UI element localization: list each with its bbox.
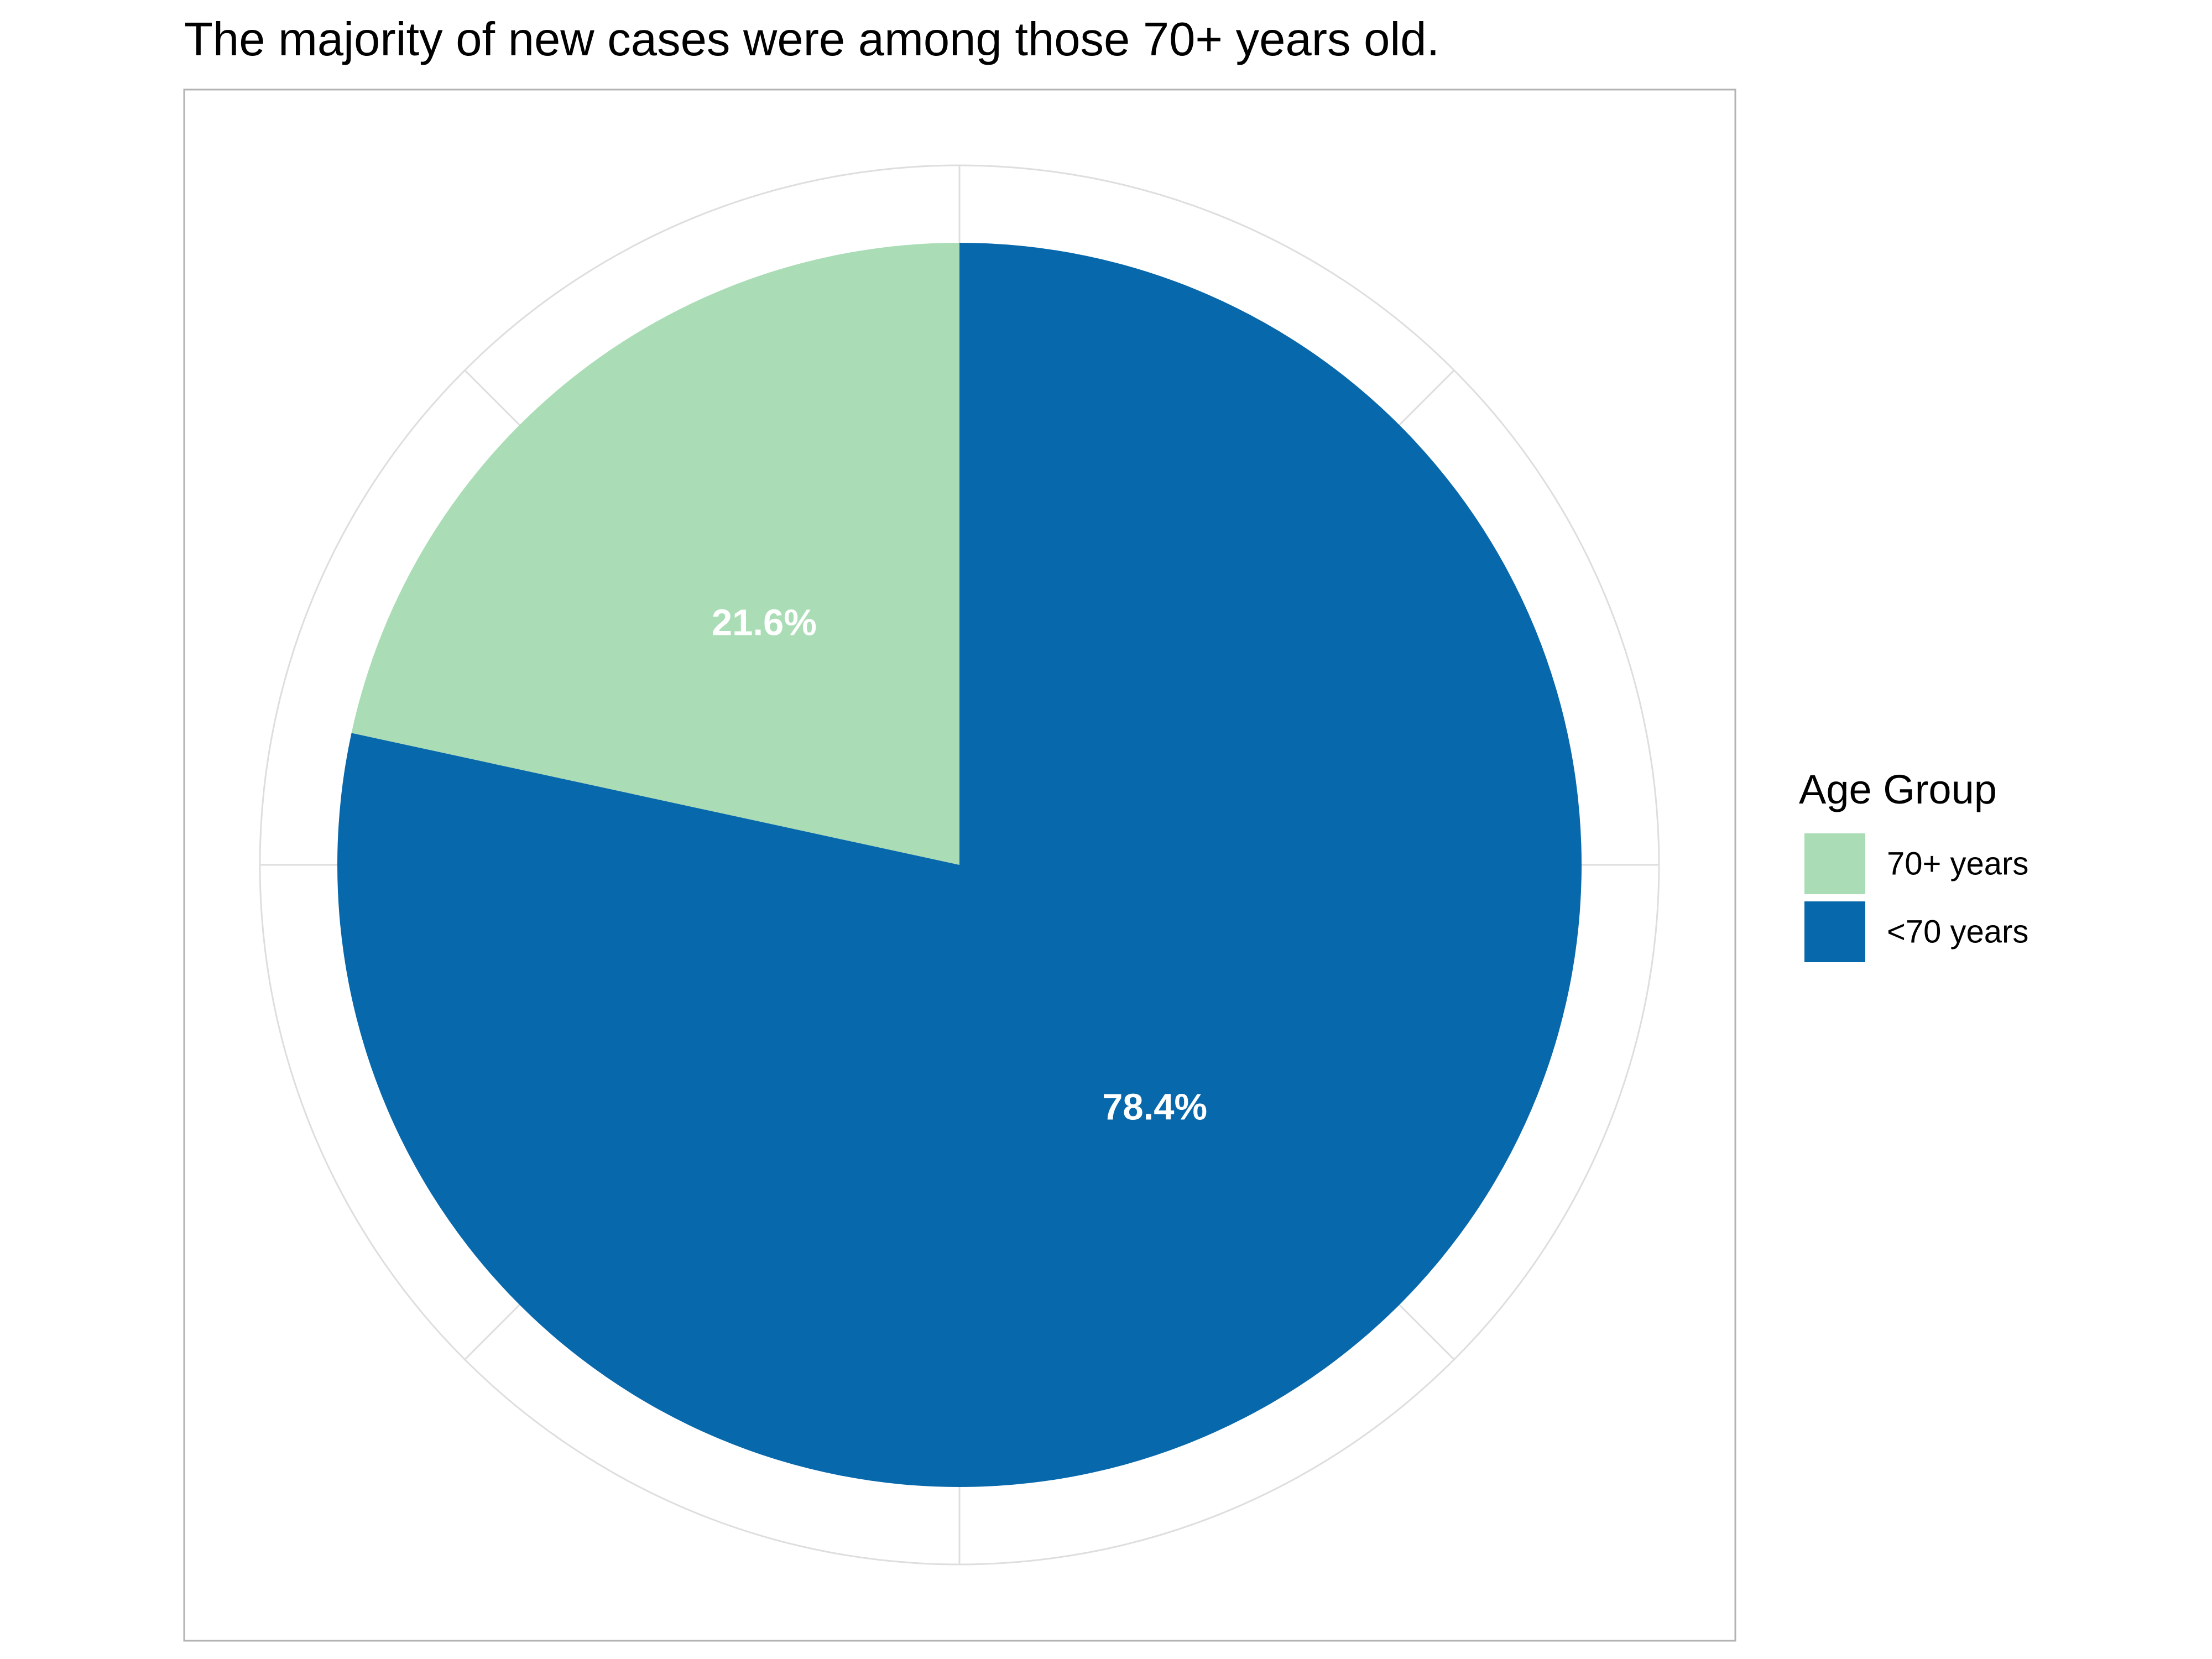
grid-spoke xyxy=(464,369,520,426)
legend-swatch xyxy=(1804,901,1865,962)
legend-title: Age Group xyxy=(1799,766,1997,812)
legend-label: <70 years xyxy=(1887,914,2028,950)
legend-label: 70+ years xyxy=(1887,846,2028,882)
grid-spoke xyxy=(1399,369,1455,426)
grid-spoke xyxy=(464,1304,520,1360)
polar-grid xyxy=(259,164,1660,1566)
pie-slices xyxy=(337,243,1582,1487)
pie-slice xyxy=(337,243,1582,1487)
chart-title: The majority of new cases were among tho… xyxy=(184,13,1439,66)
slice-label: 21.6% xyxy=(712,602,817,644)
legend: Age Group 70+ years <70 years xyxy=(1799,766,2028,962)
slice-labels: 21.6% 78.4% xyxy=(712,602,1207,1128)
legend-items: 70+ years <70 years xyxy=(1804,833,2028,962)
legend-swatch xyxy=(1804,833,1865,894)
pie-slice xyxy=(351,243,959,865)
plot-panel xyxy=(183,88,1736,1642)
grid-spoke xyxy=(1399,1304,1455,1360)
slice-label: 78.4% xyxy=(1102,1086,1207,1128)
